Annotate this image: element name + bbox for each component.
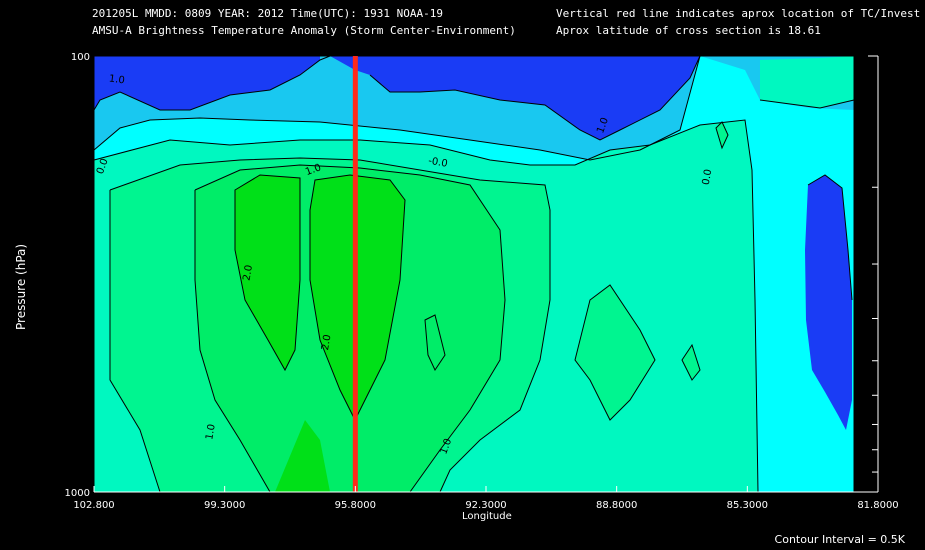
- x-tick-label: 92.3000: [465, 500, 506, 511]
- contour-fills: [94, 56, 854, 492]
- contour-line: [93, 55, 701, 161]
- contour-line: [93, 119, 759, 493]
- contour-line: [93, 55, 331, 111]
- contour-line: [109, 190, 161, 493]
- fill-level-green3: [275, 420, 330, 492]
- x-tick-label: 88.8000: [596, 500, 637, 511]
- contour-label: 2.0: [320, 334, 334, 352]
- x-tick-label: 99.3000: [204, 500, 245, 511]
- y-axis-label: Pressure (hPa): [14, 243, 28, 330]
- contour-line: [681, 343, 701, 381]
- y-tick-label: 1000: [65, 488, 90, 499]
- x-tick-label: 102.800: [73, 500, 114, 511]
- contour-lines: [93, 55, 855, 493]
- contour-label: 1.0: [304, 162, 323, 178]
- header-line-2: AMSU-A Brightness Temperature Anomaly (S…: [92, 24, 516, 37]
- contour-label: 0.0: [701, 168, 715, 186]
- contour-label: 2.0: [242, 264, 256, 282]
- fill-level-green3: [235, 175, 300, 370]
- contour-label: 1.0: [204, 423, 218, 441]
- header-line-1: 201205L MMDD: 0809 YEAR: 2012 Time(UTC):…: [92, 7, 443, 20]
- x-axis-label: Longitude: [462, 511, 512, 522]
- x-tick-label: 81.8000: [857, 500, 898, 511]
- contour-label: -0.0: [427, 156, 448, 170]
- x-tick-label: 85.3000: [727, 500, 768, 511]
- header-line-4: Aprox latitude of cross section is 18.61: [556, 24, 821, 37]
- contour-line: [234, 174, 301, 372]
- fill-level-green1: [575, 285, 655, 420]
- contour-line: [369, 55, 701, 141]
- contour-label: 1.0: [438, 437, 454, 456]
- contour-line: [109, 157, 551, 493]
- fill-level-blue: [94, 56, 320, 110]
- contour-label: 1.0: [108, 73, 125, 86]
- x-tick-label: 95.8000: [335, 500, 376, 511]
- contour-label: 1.0: [595, 116, 611, 135]
- contour-interval-note: Contour Interval = 0.5K: [774, 533, 905, 546]
- fill-level-blue: [330, 56, 700, 140]
- contour-line: [807, 174, 853, 301]
- y-tick-label: 100: [71, 52, 90, 63]
- contour-line: [194, 190, 271, 493]
- contour-line: [424, 314, 446, 372]
- contour-line: [574, 284, 656, 421]
- contour-line: [194, 164, 506, 493]
- fill-level-seagreen: [760, 56, 854, 108]
- contour-line: [715, 121, 729, 150]
- header-line-3: Vertical red line indicates aprox locati…: [556, 7, 921, 20]
- contour-line: [759, 99, 855, 109]
- contour-label: 0.0: [95, 157, 111, 176]
- fill-level-blue: [805, 175, 852, 430]
- contour-line: [309, 174, 406, 422]
